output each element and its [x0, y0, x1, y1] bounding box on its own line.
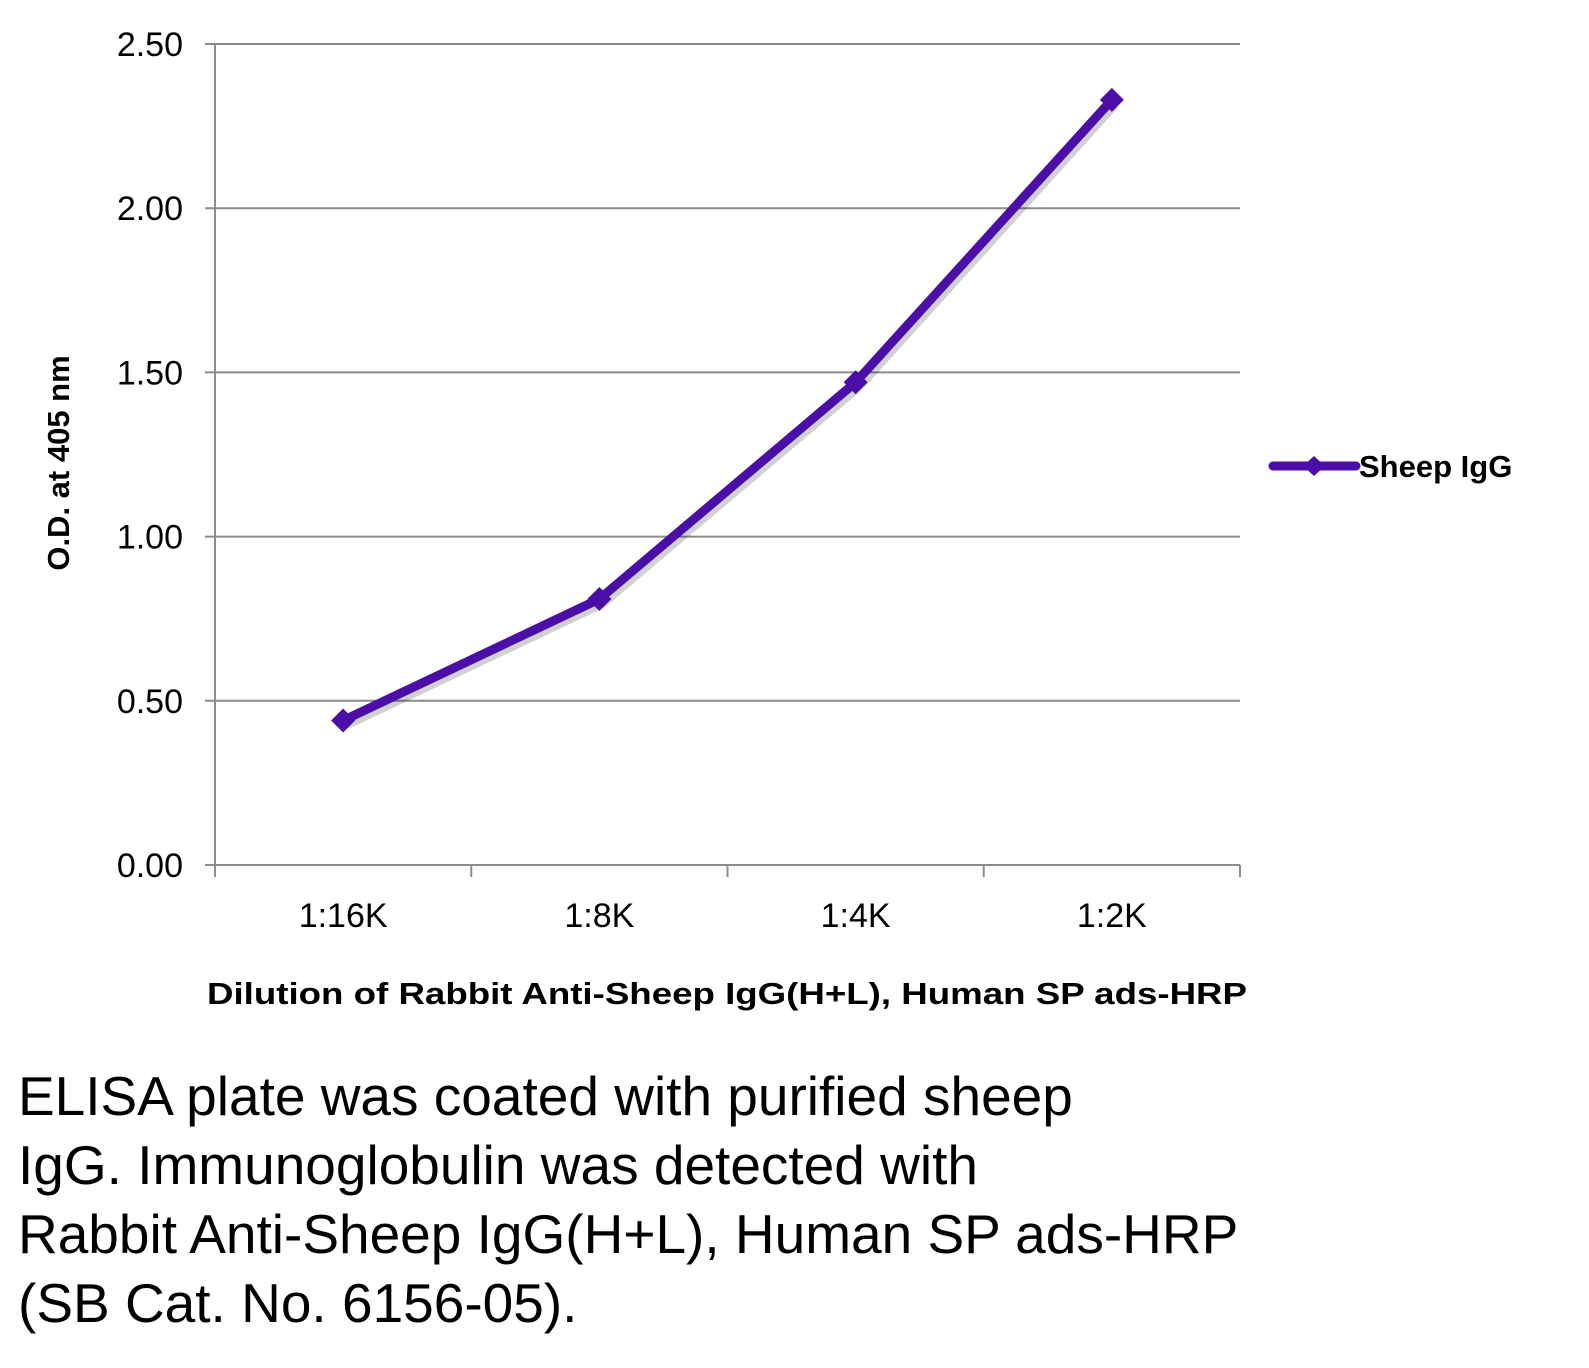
y-tick-label: 2.50	[117, 26, 183, 64]
chart: 0.000.501.001.502.002.50 1:16K 1:8K 1:4K 1:…	[41, 26, 1512, 1011]
y-tick-label: 0.00	[117, 847, 183, 885]
caption-line: Rabbit Anti-Sheep IgG(H+L), Human SP ads…	[18, 1203, 1239, 1265]
y-tick-label: 1.00	[117, 519, 183, 557]
caption-line: IgG. Immunoglobulin was detected with	[18, 1134, 978, 1196]
caption-line: ELISA plate was coated with purified she…	[18, 1065, 1073, 1127]
y-tick-label: 2.00	[117, 190, 183, 228]
legend-label: Sheep IgG	[1359, 449, 1512, 484]
x-axis-title: Dilution of Rabbit Anti-Sheep IgG(H+L), …	[207, 976, 1247, 1011]
x-tick-label: 1:2K	[1077, 897, 1147, 935]
axes	[205, 43, 1241, 877]
x-tick-label: 1:8K	[564, 897, 634, 935]
y-axis-title: O.D. at 405 nm	[41, 355, 76, 570]
data-point	[331, 708, 356, 733]
gridlines	[205, 43, 1240, 702]
legend-marker	[1303, 456, 1325, 476]
x-tick-label: 1:4K	[821, 897, 891, 935]
data-point	[843, 370, 868, 395]
caption-line: (SB Cat. No. 6156-05).	[18, 1272, 578, 1334]
figure-caption: ELISA plate was coated with purified she…	[18, 1062, 1558, 1338]
series-layer	[331, 87, 1124, 733]
x-tick-labels: 1:16K 1:8K 1:4K 1:2K	[299, 897, 1147, 935]
series-line-shadow	[343, 100, 1119, 730]
series-line	[338, 95, 1117, 725]
legend: Sheep IgG	[1268, 449, 1512, 484]
x-tick-label: 1:16K	[299, 897, 388, 935]
y-tick-label: 0.50	[117, 683, 183, 721]
data-point	[587, 586, 612, 611]
y-tick-label: 1.50	[117, 354, 183, 392]
y-tick-labels: 0.00 0.50 1.00 1.50 2.00 2.50	[117, 26, 183, 885]
data-point	[1099, 87, 1124, 112]
